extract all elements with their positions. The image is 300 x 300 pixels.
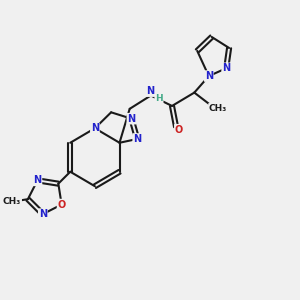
Text: O: O [175, 125, 183, 135]
Text: N: N [33, 176, 41, 185]
Text: N: N [39, 209, 47, 219]
Text: H: H [155, 94, 163, 103]
Text: N: N [146, 86, 154, 96]
Text: N: N [91, 123, 99, 133]
Text: CH₃: CH₃ [209, 104, 227, 113]
Text: CH₃: CH₃ [3, 197, 21, 206]
Text: N: N [205, 71, 213, 81]
Text: O: O [58, 200, 66, 209]
Text: N: N [222, 63, 230, 73]
Text: N: N [133, 134, 141, 144]
Text: N: N [128, 114, 136, 124]
